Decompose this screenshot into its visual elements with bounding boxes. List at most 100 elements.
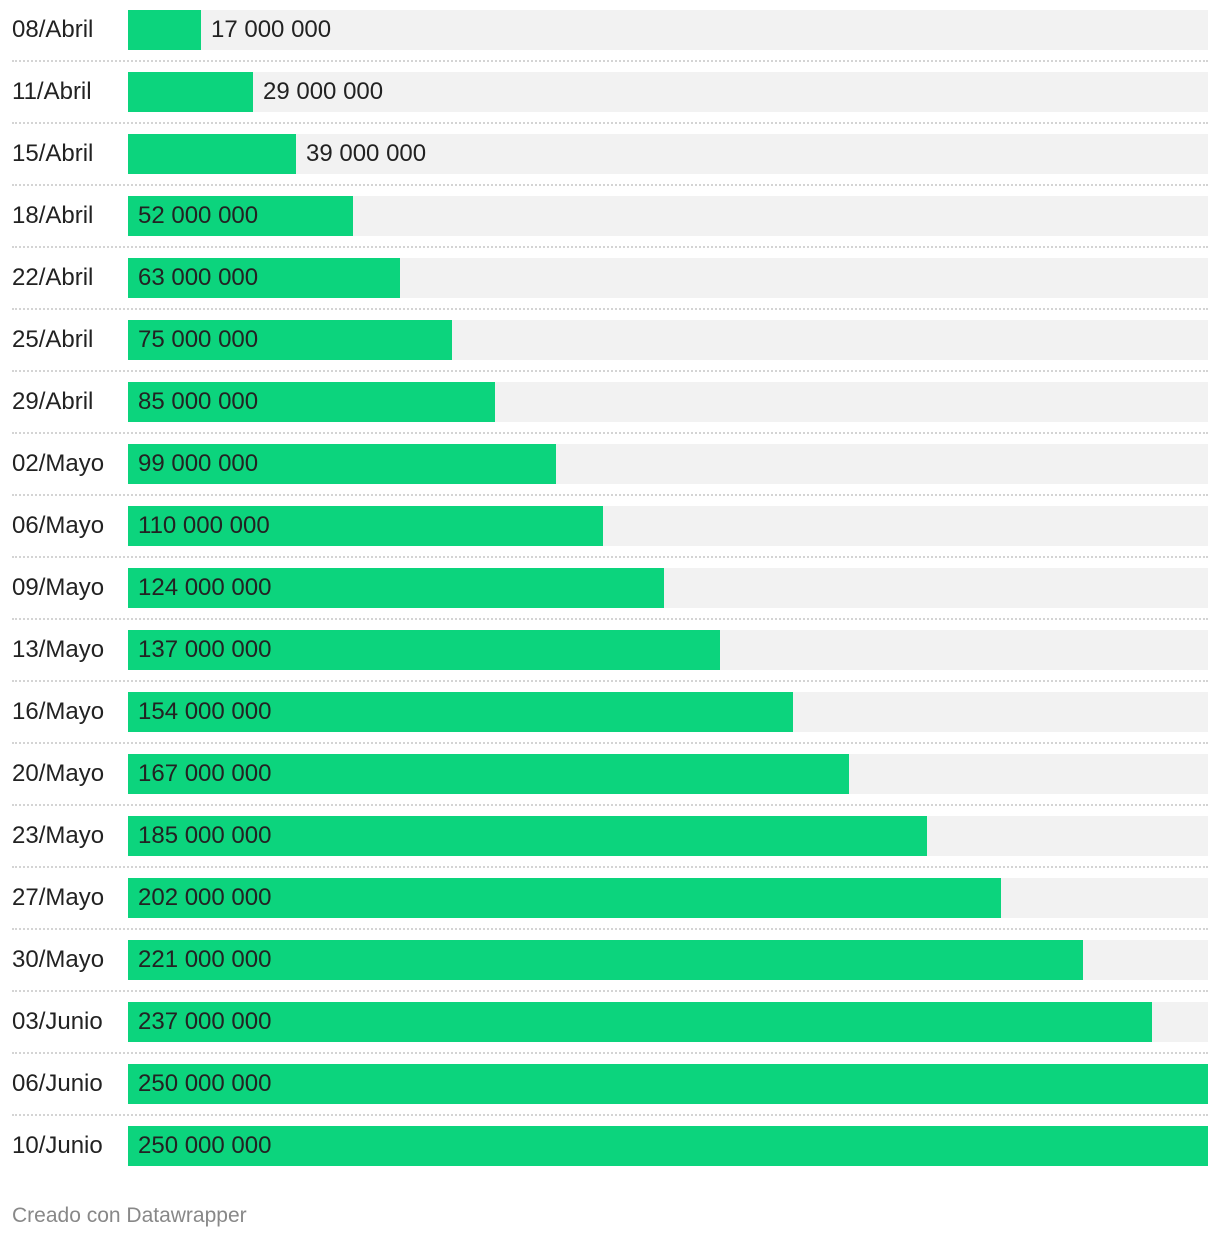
- bar: [128, 754, 849, 794]
- datawrapper-credit[interactable]: Creado con Datawrapper: [12, 1204, 247, 1227]
- bar: [128, 692, 793, 732]
- row-divider: [12, 556, 1208, 558]
- chart-row: 11/Abril 29 000 000: [12, 64, 1208, 126]
- category-label: 22/Abril: [12, 264, 94, 291]
- row-divider: [12, 122, 1208, 124]
- bar-track: 52 000 000: [128, 196, 1208, 236]
- bar-value-label: 99 000 000: [138, 450, 259, 477]
- bar: [128, 72, 253, 112]
- bar-value-label: 137 000 000: [138, 636, 272, 663]
- bar-track: 124 000 000: [128, 568, 1208, 608]
- row-divider: [12, 804, 1208, 806]
- bar-track: 250 000 000: [128, 1064, 1208, 1104]
- bar-value-label: 221 000 000: [138, 946, 272, 973]
- bar-value-label: 154 000 000: [138, 698, 272, 725]
- chart-row: 23/Mayo 185 000 000: [12, 808, 1208, 870]
- category-label: 23/Mayo: [12, 822, 105, 849]
- bar: [128, 444, 556, 484]
- chart-row: 13/Mayo 137 000 000: [12, 622, 1208, 684]
- bar: [128, 134, 296, 174]
- chart-row: 02/Mayo 99 000 000: [12, 436, 1208, 498]
- category-label: 15/Abril: [12, 140, 94, 167]
- row-divider: [12, 680, 1208, 682]
- bar: [128, 568, 664, 608]
- bar-value-label: 167 000 000: [138, 760, 272, 787]
- bar-track: 250 000 000: [128, 1126, 1208, 1166]
- bar-track: 202 000 000: [128, 878, 1208, 918]
- chart-row: 27/Mayo 202 000 000: [12, 870, 1208, 932]
- category-label: 29/Abril: [12, 388, 94, 415]
- bar: [128, 196, 353, 236]
- bar-value-label: 75 000 000: [138, 326, 259, 353]
- bar-value-label: 39 000 000: [306, 140, 427, 167]
- bar-track: 185 000 000: [128, 816, 1208, 856]
- row-divider: [12, 990, 1208, 992]
- chart-row: 20/Mayo 167 000 000: [12, 746, 1208, 808]
- bar-track: 63 000 000: [128, 258, 1208, 298]
- row-divider: [12, 618, 1208, 620]
- bar-value-label: 63 000 000: [138, 264, 259, 291]
- bar-track: 17 000 000: [128, 10, 1208, 50]
- bar: [128, 1064, 1208, 1104]
- bar: [128, 1126, 1208, 1166]
- category-label: 06/Junio: [12, 1070, 103, 1097]
- chart-row: 16/Mayo 154 000 000: [12, 684, 1208, 746]
- chart-row: 25/Abril 75 000 000: [12, 312, 1208, 374]
- chart-row: 30/Mayo 221 000 000: [12, 932, 1208, 994]
- bar: [128, 940, 1083, 980]
- row-divider: [12, 308, 1208, 310]
- bar: [128, 1002, 1152, 1042]
- bar-value-label: 124 000 000: [138, 574, 272, 601]
- bar-track: 167 000 000: [128, 754, 1208, 794]
- chart-row: 18/Abril 52 000 000: [12, 188, 1208, 250]
- row-divider: [12, 246, 1208, 248]
- bar: [128, 816, 927, 856]
- category-label: 08/Abril: [12, 16, 94, 43]
- category-label: 27/Mayo: [12, 884, 105, 911]
- bar-track: 110 000 000: [128, 506, 1208, 546]
- chart-row: 06/Mayo 110 000 000: [12, 498, 1208, 560]
- chart-row: 22/Abril 63 000 000: [12, 250, 1208, 312]
- bar-value-label: 29 000 000: [263, 78, 384, 105]
- row-divider: [12, 370, 1208, 372]
- row-divider: [12, 1114, 1208, 1116]
- bar-track: 85 000 000: [128, 382, 1208, 422]
- category-label: 18/Abril: [12, 202, 94, 229]
- category-label: 03/Junio: [12, 1008, 103, 1035]
- bar-value-label: 202 000 000: [138, 884, 272, 911]
- category-label: 30/Mayo: [12, 946, 105, 973]
- category-label: 25/Abril: [12, 326, 94, 353]
- bar-track: 137 000 000: [128, 630, 1208, 670]
- category-label: 06/Mayo: [12, 512, 105, 539]
- row-divider: [12, 184, 1208, 186]
- chart-row: 15/Abril 39 000 000: [12, 126, 1208, 188]
- category-label: 10/Junio: [12, 1132, 103, 1159]
- bar-value-label: 52 000 000: [138, 202, 259, 229]
- chart-row: 29/Abril 85 000 000: [12, 374, 1208, 436]
- chart-row: 09/Mayo 124 000 000: [12, 560, 1208, 622]
- category-label: 13/Mayo: [12, 636, 105, 663]
- category-label: 11/Abril: [12, 78, 92, 105]
- row-divider: [12, 60, 1208, 62]
- row-divider: [12, 928, 1208, 930]
- bar-track: 221 000 000: [128, 940, 1208, 980]
- category-label: 16/Mayo: [12, 698, 105, 725]
- chart-row: 03/Junio 237 000 000: [12, 994, 1208, 1056]
- bar-value-label: 250 000 000: [138, 1132, 272, 1159]
- bar: [128, 878, 1001, 918]
- bar: [128, 258, 400, 298]
- row-divider: [12, 1052, 1208, 1054]
- chart-row: 06/Junio 250 000 000: [12, 1056, 1208, 1118]
- bar-value-label: 185 000 000: [138, 822, 272, 849]
- bar: [128, 630, 720, 670]
- category-label: 09/Mayo: [12, 574, 105, 601]
- bar-track: 99 000 000: [128, 444, 1208, 484]
- bar: [128, 506, 603, 546]
- bar: [128, 10, 201, 50]
- row-divider: [12, 866, 1208, 868]
- bar-value-label: 237 000 000: [138, 1008, 272, 1035]
- bar-chart: 08/Abril 17 000 000 11/Abril 29 000 000 15/A…: [12, 10, 1208, 1166]
- bar-track: 39 000 000: [128, 134, 1208, 174]
- category-label: 02/Mayo: [12, 450, 105, 477]
- row-divider: [12, 742, 1208, 744]
